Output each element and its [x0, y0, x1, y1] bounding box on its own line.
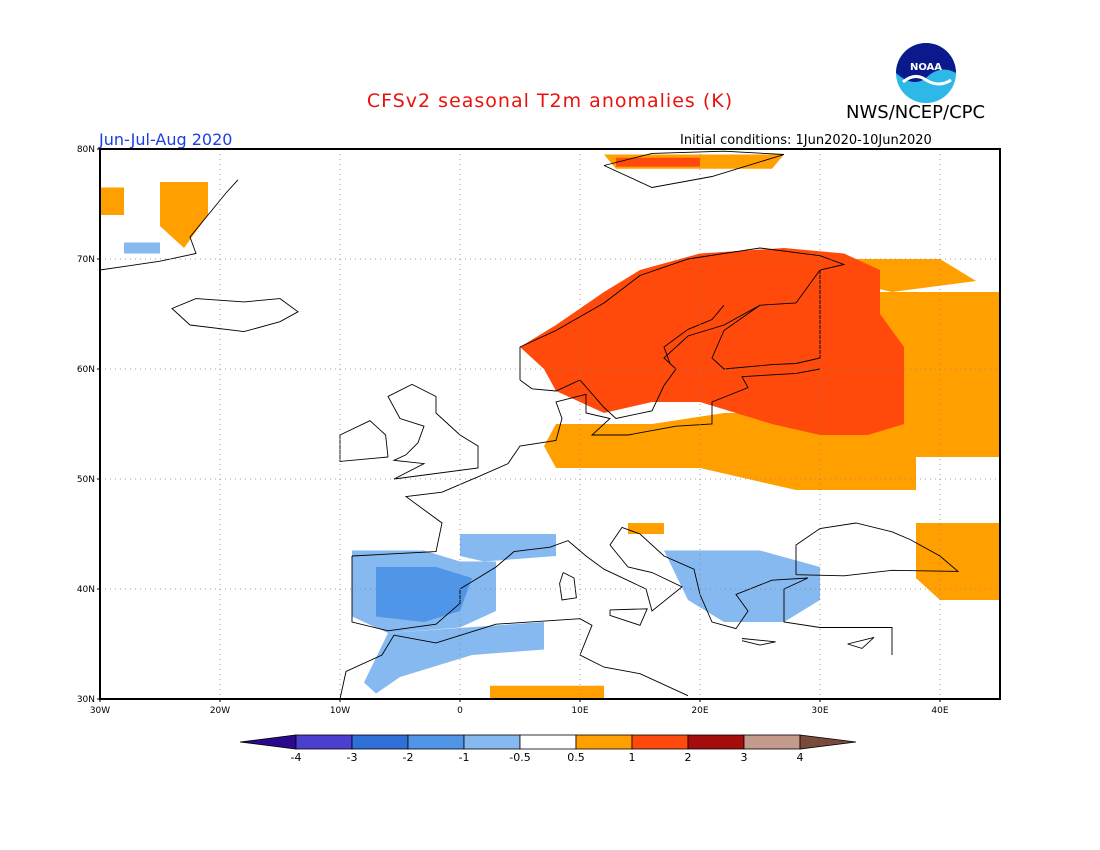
agency-label: NWS/NCEP/CPC: [846, 102, 986, 123]
lon-tick-label: 30E: [811, 706, 828, 716]
colorbar-label: -0.5: [509, 751, 530, 764]
lon-tick-label: 10W: [330, 706, 350, 716]
colorbar-segment: [575, 734, 633, 750]
colorbar-segment: [239, 734, 297, 750]
chart-title: CFSv2 seasonal T2m anomalies (K): [366, 90, 734, 112]
lat-tick-label: 30N: [77, 695, 95, 705]
colorbar-label: 0.5: [567, 751, 585, 764]
coastline-7: [339, 420, 389, 462]
coastline-11: [559, 572, 577, 601]
anomaly-region-13: [916, 523, 1000, 600]
lat-tick-label: 80N: [77, 145, 95, 155]
anomaly-region-11: [364, 622, 544, 694]
anomaly-region-15: [628, 523, 664, 534]
colorbar-segment: [407, 734, 465, 750]
anomaly-region-5: [160, 182, 208, 248]
lat-tick-label: 40N: [77, 585, 95, 595]
colorbar-label: -2: [403, 751, 414, 764]
anomaly-region-2: [520, 248, 904, 435]
colorbar-segment: [631, 734, 689, 750]
coastline-9: [99, 179, 239, 271]
coastline-4: [795, 522, 960, 577]
colorbar-segment: [519, 734, 577, 750]
colorbar-label: 1: [629, 751, 636, 764]
map-frame: [99, 148, 1001, 700]
lon-tick-label: 40E: [931, 706, 948, 716]
coastline-1: [711, 270, 821, 370]
noaa-logo-text: NOAA: [910, 62, 942, 73]
colorbar-label: 3: [741, 751, 748, 764]
coastline-12: [609, 608, 648, 626]
forecast-period: Jun-Jul-Aug 2020: [99, 130, 233, 149]
coastline-10: [603, 150, 785, 188]
lon-tick-label: 20W: [210, 706, 230, 716]
anomaly-region-7: [124, 242, 160, 254]
colorbar-segment: [687, 734, 745, 750]
colorbar-segment: [799, 734, 857, 750]
coastline-6: [387, 383, 479, 480]
lat-tick-label: 60N: [77, 365, 95, 375]
noaa-logo-icon: NOAA: [896, 43, 956, 103]
anomaly-region-6: [100, 187, 124, 215]
lat-tick-label: 50N: [77, 475, 95, 485]
coastline-5: [339, 618, 689, 700]
colorbar-segment: [295, 734, 353, 750]
coastline-14: [847, 636, 875, 649]
coastline-13: [741, 638, 776, 646]
colorbar-label: -3: [347, 751, 358, 764]
anomaly-region-14: [490, 685, 604, 699]
coastline-0: [519, 247, 846, 419]
coastline-15: [663, 304, 725, 364]
lat-tick-label: 70N: [77, 255, 95, 265]
anomaly-region-10: [460, 534, 556, 562]
anomaly-region-12: [664, 550, 820, 622]
lon-tick-label: 30W: [90, 706, 110, 716]
colorbar-label: 4: [797, 751, 804, 764]
colorbar-segment: [743, 734, 801, 750]
coastline-2: [351, 526, 893, 655]
lon-tick-label: 20E: [691, 706, 708, 716]
initial-conditions: Initial conditions: 1Jun2020-10Jun2020: [680, 133, 932, 148]
coastline-3: [351, 368, 821, 557]
anomaly-region-4: [616, 157, 700, 167]
anomaly-region-9: [376, 567, 472, 622]
colorbar-label: 2: [685, 751, 692, 764]
colorbar-label: -1: [459, 751, 470, 764]
coastline-8: [171, 298, 299, 333]
colorbar-label: -4: [291, 751, 302, 764]
colorbar-segment: [351, 734, 409, 750]
lon-tick-label: 0: [457, 706, 463, 716]
colorbar-segment: [463, 734, 521, 750]
lon-tick-label: 10E: [571, 706, 588, 716]
